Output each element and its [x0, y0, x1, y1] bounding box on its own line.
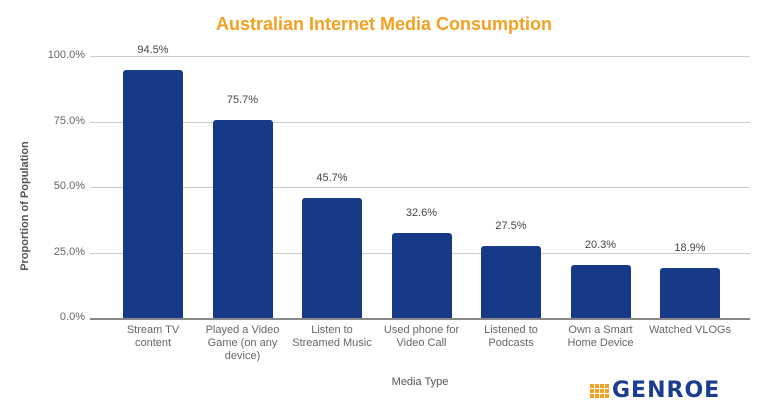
y-tick-label: 0.0% — [59, 311, 85, 323]
category-label: Used phone for Video Call — [383, 324, 460, 349]
bar — [302, 198, 362, 318]
gridline — [90, 56, 750, 57]
bar-value-label: 20.3% — [584, 238, 617, 251]
bar — [660, 268, 720, 318]
bar-value-label: 27.5% — [495, 219, 527, 232]
category-label: Own a Smart Home Device — [567, 324, 634, 349]
genroe-logo: GENROE — [590, 378, 720, 403]
bar — [481, 245, 541, 318]
bar — [391, 232, 452, 318]
gridline — [90, 187, 750, 188]
bar-value-label: 75.7% — [226, 93, 259, 106]
gridline — [90, 121, 750, 123]
y-tick-label: 25.0% — [53, 245, 85, 258]
bar — [123, 70, 183, 318]
category-label: Listened to Podcasts — [484, 324, 538, 349]
chart-title: Australian Internet Media Consumption — [215, 14, 553, 34]
category-label: Listen to Streamed Music — [292, 324, 372, 349]
bar — [570, 264, 631, 318]
logo-text: GENROE — [612, 378, 721, 403]
y-tick-label: 75.0% — [53, 114, 85, 127]
x-axis-line — [90, 318, 750, 320]
bar-value-label: 18.9% — [674, 242, 706, 255]
y-axis-label: Proportion of Population — [19, 141, 31, 271]
logo-grid-icon — [590, 383, 609, 398]
x-axis-label: Media Type — [391, 376, 449, 388]
category-label: Played a Video Game (on any device) — [205, 324, 280, 362]
category-label: Stream TV content — [126, 324, 180, 349]
category-label: Watched VLOGs — [648, 324, 732, 336]
bar-value-label: 45.7% — [316, 172, 348, 185]
y-tick-label: 100.0% — [47, 49, 85, 61]
y-tick-label: 50.0% — [53, 180, 85, 192]
bar-value-label: 94.5% — [137, 44, 169, 57]
bar-value-label: 32.6% — [405, 206, 438, 219]
bar — [212, 119, 273, 318]
